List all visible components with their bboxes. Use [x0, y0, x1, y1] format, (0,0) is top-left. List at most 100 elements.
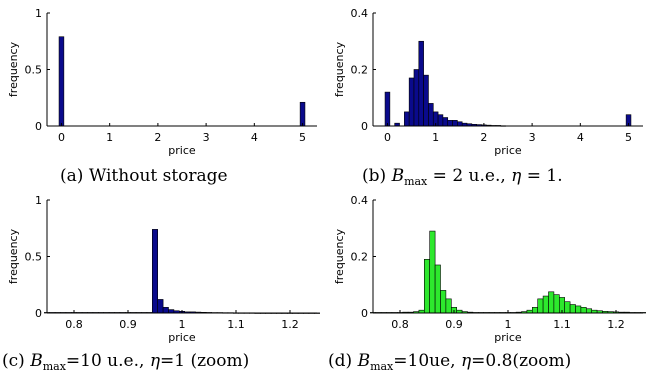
bar-d-11 — [429, 230, 436, 314]
x-axis-label-d: price — [494, 331, 522, 344]
bar-b-11 — [447, 120, 453, 127]
panel-d: 0.8 0.9 1 1.1 1.2 0 0.2 0.4 price frequency (d) B… — [328, 194, 646, 373]
y-tick-label-a-2: 1 — [35, 7, 42, 20]
plot-a: 0 1 2 3 4 5 0 0.5 1 price frequency — [7, 7, 317, 157]
caption-b-eta: η — [511, 166, 522, 186]
bar-b-4 — [413, 69, 420, 127]
caption-d-symbol: B — [357, 351, 371, 371]
x-tick-label-b-1: 1 — [432, 131, 439, 144]
caption-d: (d) Bmax=10ue, η=0.8(zoom) — [328, 351, 571, 373]
caption-c-prefix: (c) — [2, 351, 30, 371]
x-tick-label-b-0: 0 — [384, 131, 391, 144]
bar-c-21 — [157, 299, 164, 314]
x-axis-label-a: price — [168, 144, 196, 157]
bar-d-13 — [440, 290, 447, 314]
caption-a-prefix: (a) — [60, 166, 89, 186]
caption-c-suffix: =1 (zoom) — [160, 351, 249, 371]
bar-d-40 — [585, 308, 592, 314]
y-tick-label-b-0: 0 — [361, 120, 368, 133]
caption-b-suffix: = 1. — [521, 166, 562, 186]
plot-b: 0 1 2 3 4 5 0 0.2 0.4 price frequency — [333, 7, 643, 157]
x-tick-label-d-2: 1 — [505, 318, 512, 331]
bar-b-10 — [442, 117, 449, 127]
x-tick-label-b-4: 4 — [577, 131, 584, 144]
bar-d-14 — [445, 298, 452, 314]
plot-d: 0.8 0.9 1 1.1 1.2 0 0.2 0.4 price frequency — [333, 194, 646, 344]
x-tick-label-b-5: 5 — [625, 131, 632, 144]
x-axis-label-b: price — [494, 144, 522, 157]
bar-b-0 — [384, 91, 391, 127]
bar-c-20 — [152, 229, 159, 314]
caption-b-mid: = 2 u.e., — [427, 166, 511, 186]
bar-d-39 — [580, 307, 587, 314]
y-tick-label-a-1: 0.5 — [25, 64, 43, 77]
panel-b: 0 1 2 3 4 5 0 0.2 0.4 price frequency (b) Bmax = 2… — [333, 7, 643, 188]
bar-d-38 — [575, 305, 582, 314]
x-tick-label-d-3: 1.1 — [553, 318, 571, 331]
caption-b-prefix: (b) — [362, 166, 392, 186]
y-tick-label-d-2: 0.4 — [351, 194, 369, 207]
bar-b-2 — [404, 111, 410, 127]
caption-c-symbol: B — [29, 351, 43, 371]
caption-c-mid: =10 u.e., — [66, 351, 150, 371]
bar-d-30 — [531, 307, 538, 314]
caption-d-mid: =10ue, — [393, 351, 461, 371]
bar-d-10 — [423, 259, 430, 314]
y-axis-label-b: frequency — [333, 41, 346, 97]
y-tick-label-b-2: 0.4 — [351, 7, 369, 20]
y-axis-label-d: frequency — [333, 228, 346, 284]
y-tick-label-c-0: 0 — [35, 307, 42, 320]
caption-d-subscript: max — [370, 360, 394, 373]
bar-d-34 — [553, 294, 560, 314]
caption-a-text: Without storage — [89, 166, 228, 186]
x-tick-label-d-1: 0.9 — [445, 318, 463, 331]
y-axis-label-c: frequency — [7, 228, 20, 284]
x-tick-label-d-0: 0.8 — [391, 318, 409, 331]
bar-c-22 — [162, 307, 169, 314]
y-tick-label-b-1: 0.2 — [351, 64, 369, 77]
y-tick-label-d-1: 0.2 — [351, 251, 369, 264]
bar-a-1 — [299, 101, 306, 127]
x-tick-label-c-2: 1 — [179, 318, 186, 331]
caption-c-subscript: max — [43, 360, 67, 373]
bar-d-37 — [569, 304, 576, 314]
x-tick-label-c-0: 0.8 — [65, 318, 83, 331]
bar-d-12 — [434, 264, 441, 314]
bar-d-36 — [564, 301, 571, 314]
bar-d-33 — [548, 291, 555, 314]
caption-c-eta: η — [150, 351, 161, 371]
caption-d-eta: η — [461, 351, 472, 371]
y-tick-label-d-0: 0 — [361, 307, 368, 320]
x-tick-label-a-4: 4 — [251, 131, 258, 144]
x-tick-label-a-3: 3 — [203, 131, 210, 144]
x-tick-label-d-4: 1.2 — [607, 318, 625, 331]
x-tick-label-b-3: 3 — [529, 131, 536, 144]
x-tick-label-b-2: 2 — [480, 131, 487, 144]
caption-b-subscript: max — [404, 175, 428, 188]
bar-a-0 — [58, 36, 65, 127]
x-tick-label-a-1: 1 — [106, 131, 113, 144]
bar-b-12 — [452, 120, 458, 127]
caption-b: (b) Bmax = 2 u.e., η = 1. — [362, 166, 563, 188]
caption-d-suffix: =0.8(zoom) — [471, 351, 571, 371]
panel-a: 0 1 2 3 4 5 0 0.5 1 price frequency (a) Without st… — [7, 7, 317, 186]
x-axis-label-c: price — [168, 331, 196, 344]
x-tick-label-a-0: 0 — [58, 131, 65, 144]
x-tick-label-c-3: 1.1 — [227, 318, 245, 331]
bar-c-23 — [168, 309, 175, 314]
caption-a: (a) Without storage — [60, 166, 228, 186]
bar-d-32 — [542, 295, 549, 314]
bar-b-3 — [408, 77, 415, 127]
caption-d-prefix: (d) — [328, 351, 358, 371]
x-tick-label-c-1: 0.9 — [119, 318, 137, 331]
x-tick-label-a-5: 5 — [299, 131, 306, 144]
bar-b-6 — [423, 74, 429, 127]
bar-b-7 — [428, 103, 434, 127]
y-tick-label-a-0: 0 — [35, 120, 42, 133]
caption-b-symbol: B — [391, 166, 405, 186]
bar-b-9 — [437, 114, 444, 127]
bar-b-13 — [457, 121, 463, 127]
